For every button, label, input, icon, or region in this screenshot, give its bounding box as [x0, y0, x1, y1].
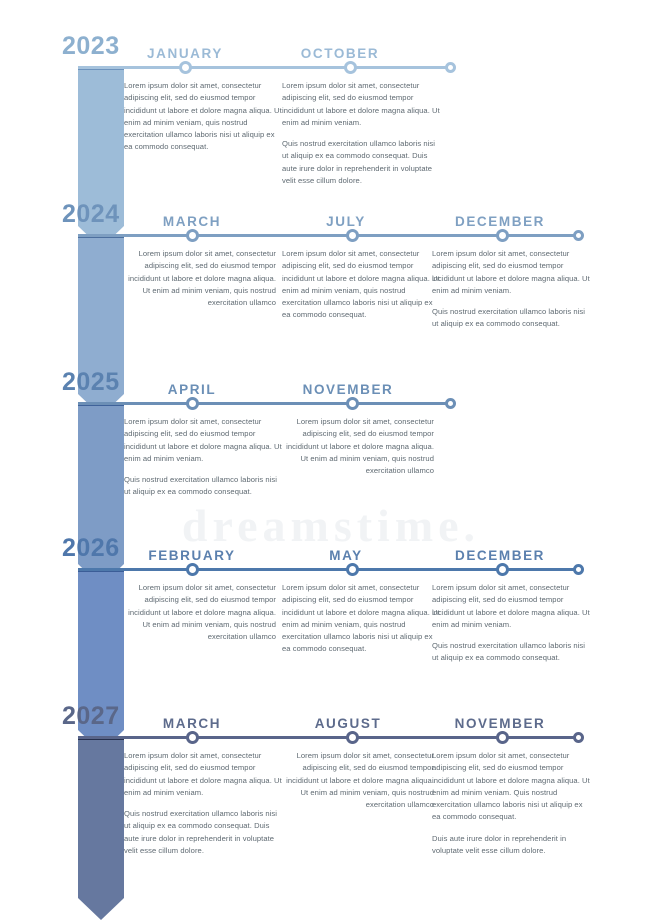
month-label: NOVEMBER	[302, 382, 394, 397]
entry-text-column: Lorem ipsum dolor sit amet, consectetur …	[282, 582, 442, 656]
year-bar-body	[78, 402, 124, 564]
timeline-node[interactable]	[496, 563, 509, 576]
entry-paragraph: Lorem ipsum dolor sit amet, consectetur …	[124, 417, 282, 463]
year-bar	[78, 736, 124, 920]
timeline-end-node	[573, 230, 584, 241]
timeline-node[interactable]	[346, 731, 359, 744]
timeline-node[interactable]	[186, 229, 199, 242]
entry-paragraph: Lorem ipsum dolor sit amet, consectetur …	[124, 751, 282, 797]
timeline-axis	[78, 61, 456, 74]
month-label: JULY	[326, 214, 366, 229]
timeline-axis	[78, 229, 584, 242]
entry-paragraph: Quis nostrud exercitation ullamco labori…	[432, 641, 586, 663]
timeline-node[interactable]	[186, 563, 199, 576]
entry-paragraph: Lorem ipsum dolor sit amet, consectetur …	[282, 583, 440, 654]
timeline-end-node	[573, 732, 584, 743]
timeline-node[interactable]	[346, 563, 359, 576]
timeline-node[interactable]	[179, 61, 192, 74]
year-bar-body	[78, 66, 124, 226]
timeline-node[interactable]	[346, 229, 359, 242]
entry-paragraph: Lorem ipsum dolor sit amet, consectetur …	[282, 81, 440, 127]
entry-paragraph: Quis nostrud exercitation ullamco labori…	[282, 139, 436, 186]
month-label: APRIL	[167, 382, 217, 397]
entry-paragraph: Quis nostrud exercitation ullamco labori…	[124, 809, 278, 856]
entry-paragraph: Lorem ipsum dolor sit amet, consectetur …	[432, 583, 590, 629]
timeline-axis-line	[78, 568, 578, 571]
entry-paragraph: Lorem ipsum dolor sit amet, consectetur …	[432, 249, 590, 295]
month-label: OCTOBER	[300, 46, 380, 61]
timeline-end-node	[573, 564, 584, 575]
timeline-axis-line	[78, 234, 578, 237]
month-label: AUGUST	[314, 716, 382, 731]
month-label: MAY	[329, 548, 363, 563]
entry-text-column: Lorem ipsum dolor sit amet, consectetur …	[124, 582, 276, 643]
year-bar-body	[78, 234, 124, 394]
timeline-axis-line	[78, 66, 450, 69]
entry-text-column: Lorem ipsum dolor sit amet, consectetur …	[282, 80, 442, 187]
year-label: 2026	[62, 534, 120, 562]
month-label: NOVEMBER	[454, 716, 546, 731]
timeline-node[interactable]	[344, 61, 357, 74]
timeline-end-node	[445, 398, 456, 409]
entry-text-column: Lorem ipsum dolor sit amet, consectetur …	[432, 582, 592, 665]
entry-text-column: Lorem ipsum dolor sit amet, consectetur …	[124, 248, 276, 309]
timeline-end-node	[445, 62, 456, 73]
entry-paragraph: Lorem ipsum dolor sit amet, consectetur …	[124, 81, 282, 152]
entry-paragraph: Lorem ipsum dolor sit amet, consectetur …	[128, 583, 276, 642]
month-label: MARCH	[162, 214, 222, 229]
entry-text-column: Lorem ipsum dolor sit amet, consectetur …	[282, 416, 434, 477]
timeline-node[interactable]	[496, 731, 509, 744]
year-label: 2025	[62, 368, 120, 396]
entry-paragraph: Lorem ipsum dolor sit amet, consectetur …	[286, 417, 434, 476]
timeline-axis	[78, 731, 584, 744]
timeline-infographic: 2023 JANUARY Lorem ipsum dolor sit amet, c…	[62, 32, 592, 920]
entry-text-column: Lorem ipsum dolor sit amet, consectetur …	[124, 416, 282, 499]
timeline-node[interactable]	[186, 397, 199, 410]
year-bar-body	[78, 568, 124, 730]
timeline-node[interactable]	[346, 397, 359, 410]
year-label: 2027	[62, 702, 120, 730]
entry-text-column: Lorem ipsum dolor sit amet, consectetur …	[432, 750, 592, 857]
entry-paragraph: Duis aute irure dolor in reprehenderit i…	[432, 833, 567, 856]
month-label: JANUARY	[147, 46, 223, 61]
month-label: DECEMBER	[454, 214, 546, 229]
year-bar	[78, 66, 124, 248]
entry-paragraph: Lorem ipsum dolor sit amet, consectetur …	[432, 751, 590, 822]
entry-text-column: Lorem ipsum dolor sit amet, consectetur …	[432, 248, 592, 331]
entry-paragraph: Lorem ipsum dolor sit amet, consectetur …	[128, 249, 276, 308]
year-label: 2023	[62, 32, 120, 60]
timeline-axis	[78, 563, 584, 576]
timeline-axis-line	[78, 736, 578, 739]
entry-paragraph: Quis nostrud exercitation ullamco labori…	[432, 307, 586, 329]
year-bar-arrow	[78, 898, 124, 920]
timeline-node[interactable]	[496, 229, 509, 242]
year-label: 2024	[62, 200, 120, 228]
entry-paragraph: Lorem ipsum dolor sit amet, consectetur …	[286, 751, 434, 810]
entry-text-column: Lorem ipsum dolor sit amet, consectetur …	[124, 80, 284, 154]
entry-paragraph: Quis nostrud exercitation ullamco labori…	[124, 475, 278, 497]
entry-text-column: Lorem ipsum dolor sit amet, consectetur …	[282, 750, 434, 811]
year-bar-body	[78, 736, 124, 898]
timeline-node[interactable]	[186, 731, 199, 744]
month-label: MARCH	[162, 716, 222, 731]
entry-text-column: Lorem ipsum dolor sit amet, consectetur …	[124, 750, 282, 857]
entry-text-column: Lorem ipsum dolor sit amet, consectetur …	[282, 248, 442, 322]
timeline-axis	[78, 397, 456, 410]
entry-paragraph: Lorem ipsum dolor sit amet, consectetur …	[282, 249, 440, 320]
timeline-axis-line	[78, 402, 450, 405]
month-label: DECEMBER	[454, 548, 546, 563]
month-label: FEBRUARY	[148, 548, 236, 563]
